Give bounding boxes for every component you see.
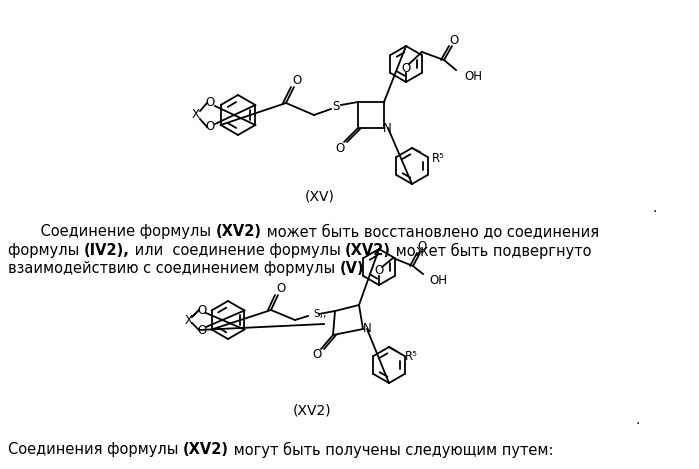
- Text: OH: OH: [429, 273, 447, 287]
- Text: X: X: [192, 108, 200, 121]
- Text: .: .: [653, 201, 657, 215]
- Text: S: S: [332, 100, 340, 113]
- Text: O: O: [312, 348, 322, 362]
- Text: O: O: [336, 142, 345, 154]
- Text: формулы: формулы: [8, 243, 84, 258]
- Text: (XV2): (XV2): [345, 243, 391, 258]
- Text: O: O: [197, 324, 207, 336]
- Text: (XV2): (XV2): [293, 403, 331, 417]
- Text: O: O: [417, 241, 426, 254]
- Text: Соединение формулы: Соединение формулы: [22, 224, 215, 239]
- Text: может быть подвергнуто: может быть подвергнуто: [391, 243, 591, 259]
- Text: O: O: [276, 282, 286, 295]
- Text: O: O: [206, 121, 215, 134]
- Text: .: .: [636, 413, 640, 427]
- Text: O: O: [449, 33, 459, 46]
- Text: взаимодействию с соединением формулы: взаимодействию с соединением формулы: [8, 261, 340, 276]
- Text: O: O: [206, 97, 215, 109]
- Text: (IV2),: (IV2),: [84, 243, 130, 258]
- Text: N: N: [382, 121, 391, 135]
- Text: O: O: [292, 75, 302, 88]
- Text: OH: OH: [464, 69, 482, 83]
- Text: R⁵: R⁵: [432, 151, 445, 165]
- Text: может быть восстановлено до соединения: может быть восстановлено до соединения: [261, 224, 599, 239]
- Text: могут быть получены следующим путем:: могут быть получены следующим путем:: [229, 442, 554, 458]
- Text: O: O: [375, 265, 384, 278]
- Text: Соединения формулы: Соединения формулы: [8, 442, 183, 457]
- Text: (V): (V): [340, 261, 364, 276]
- Text: X: X: [185, 313, 193, 326]
- Text: S,,: S,,: [313, 309, 326, 319]
- Text: (XV2): (XV2): [183, 442, 229, 457]
- Text: N: N: [363, 323, 371, 335]
- Text: O: O: [401, 61, 410, 75]
- Text: или  соединение формулы: или соединение формулы: [130, 243, 345, 258]
- Text: R⁵: R⁵: [405, 350, 418, 363]
- Text: (XV): (XV): [305, 189, 335, 203]
- Text: (XV2): (XV2): [215, 224, 261, 239]
- Text: O: O: [197, 303, 207, 317]
